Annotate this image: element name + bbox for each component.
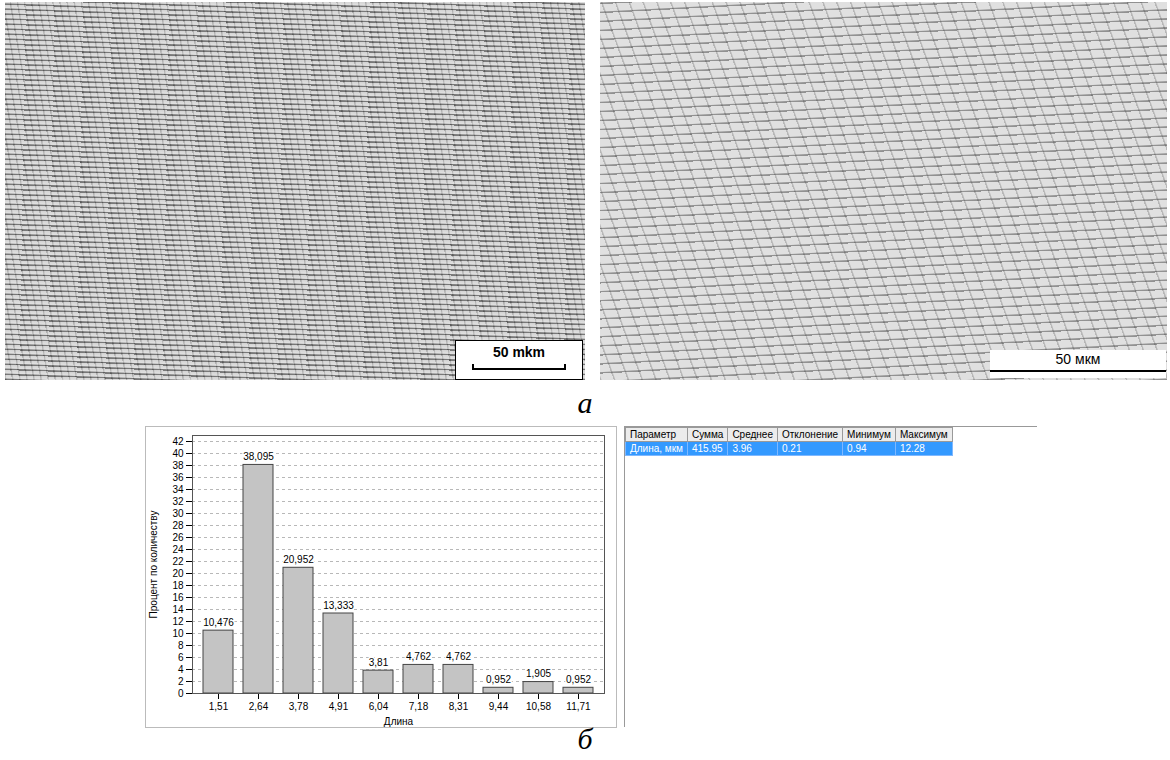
svg-text:2: 2	[178, 676, 184, 687]
svg-text:38,095: 38,095	[243, 451, 274, 462]
svg-text:Длина: Длина	[384, 716, 414, 727]
svg-text:0,952: 0,952	[566, 674, 591, 685]
svg-text:11,71: 11,71	[566, 701, 591, 712]
html-text:Сумма: Сумма	[692, 429, 724, 440]
svg-text:4,91: 4,91	[329, 701, 349, 712]
svg-text:42: 42	[172, 436, 184, 447]
svg-text:22: 22	[172, 556, 184, 567]
html-text:12.28: 12.28	[899, 443, 925, 454]
svg-text:10,58: 10,58	[526, 701, 551, 712]
svg-text:1,905: 1,905	[526, 668, 551, 679]
html-text:Длина, мкм: Длина, мкм	[630, 443, 683, 454]
html-text:0.94: 0.94	[847, 443, 867, 454]
svg-text:10: 10	[172, 628, 184, 639]
svg-text:32: 32	[172, 496, 184, 507]
svg-text:28: 28	[172, 520, 184, 531]
svg-text:1,51: 1,51	[209, 701, 229, 712]
svg-text:3,81: 3,81	[369, 657, 389, 668]
svg-text:14: 14	[172, 604, 184, 615]
svg-text:8: 8	[178, 640, 184, 651]
svg-text:20,952: 20,952	[283, 554, 314, 565]
html-text:0.21: 0.21	[782, 443, 802, 454]
svg-text:26: 26	[172, 532, 184, 543]
html-text:Максимум: Максимум	[899, 429, 948, 440]
svg-text:2,64: 2,64	[249, 701, 269, 712]
svg-text:36: 36	[172, 472, 184, 483]
svg-text:0,952: 0,952	[486, 674, 511, 685]
svg-text:4,762: 4,762	[446, 651, 471, 662]
svg-text:12: 12	[172, 616, 184, 627]
html-text:Среднее: Среднее	[732, 429, 773, 440]
svg-text:30: 30	[172, 508, 184, 519]
html-text:Минимум: Минимум	[847, 429, 891, 440]
svg-text:13,333: 13,333	[323, 600, 354, 611]
svg-text:10,476: 10,476	[203, 617, 234, 628]
svg-text:8,31: 8,31	[449, 701, 469, 712]
svg-text:24: 24	[172, 544, 184, 555]
svg-text:40: 40	[172, 448, 184, 459]
svg-text:9,44: 9,44	[489, 701, 509, 712]
svg-text:4,762: 4,762	[406, 651, 431, 662]
html-text:Параметр: Параметр	[630, 429, 677, 440]
html-text:50 mkm: 50 mkm	[492, 344, 546, 360]
svg-text:18: 18	[172, 580, 184, 591]
svg-text:0: 0	[178, 688, 184, 699]
svg-text:Процент по количеству: Процент по количеству	[148, 511, 159, 619]
html-text:а: а	[577, 386, 593, 419]
svg-text:3,78: 3,78	[289, 701, 309, 712]
html-text:3.96: 3.96	[732, 443, 752, 454]
svg-text:20: 20	[172, 568, 184, 579]
svg-text:34: 34	[172, 484, 184, 495]
html-text:415.95: 415.95	[692, 443, 723, 454]
svg-text:6,04: 6,04	[369, 701, 389, 712]
svg-text:38: 38	[172, 460, 184, 471]
svg-text:7,18: 7,18	[409, 701, 429, 712]
svg-text:16: 16	[172, 592, 184, 603]
svg-text:6: 6	[178, 652, 184, 663]
html-text:б: б	[577, 722, 593, 755]
svg-text:4: 4	[178, 664, 184, 675]
html-text:Отклонение: Отклонение	[782, 429, 839, 440]
html-text:50 мкм: 50 мкм	[1055, 351, 1101, 367]
